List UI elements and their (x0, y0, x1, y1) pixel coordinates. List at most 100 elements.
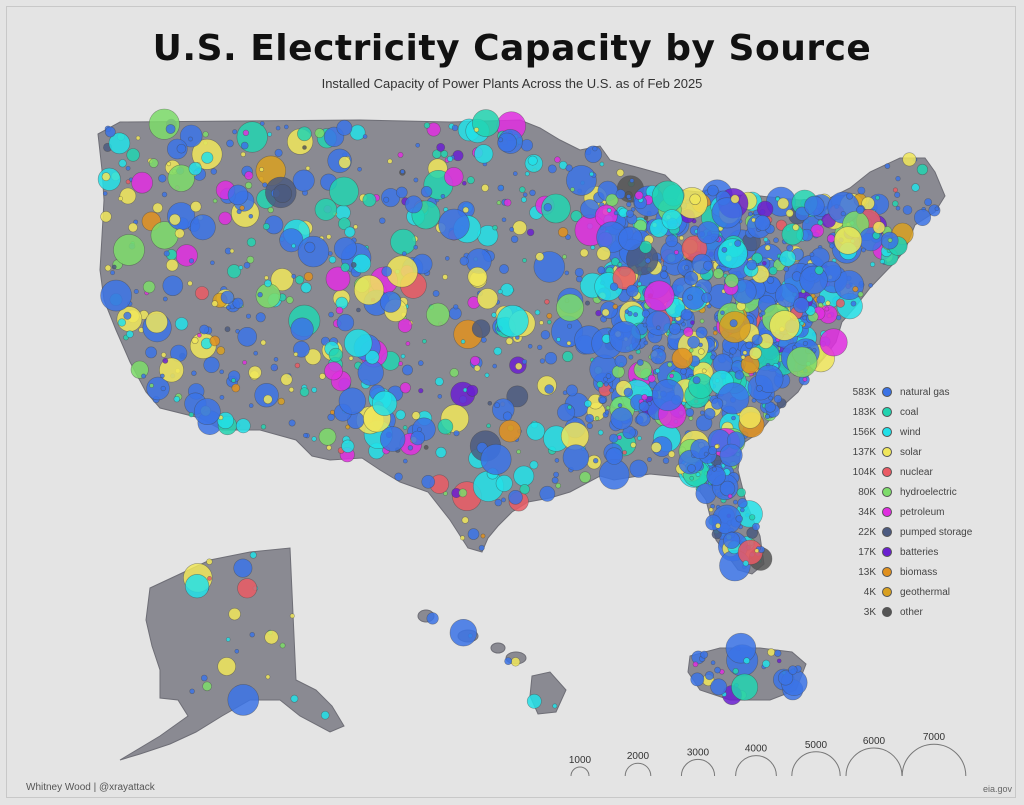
plant-marker (491, 312, 497, 318)
plant-marker (328, 347, 343, 363)
plant-marker (314, 128, 325, 139)
legend-value: 583K (852, 386, 876, 398)
plant-marker (453, 304, 459, 310)
plant-marker (554, 156, 561, 163)
plant-marker (227, 684, 260, 716)
plant-marker (721, 246, 728, 253)
plant-marker (380, 426, 406, 452)
plant-marker (426, 122, 441, 137)
plant-marker (756, 200, 774, 218)
plant-marker (551, 476, 559, 484)
plant-marker (274, 148, 283, 157)
plant-marker (605, 447, 623, 465)
plant-marker (809, 252, 815, 257)
plant-marker (589, 171, 594, 177)
plant-marker (496, 305, 529, 338)
plant-marker (509, 226, 515, 232)
plant-marker (650, 441, 662, 453)
plant-marker (817, 219, 824, 226)
plant-marker (535, 252, 545, 262)
plant-marker (609, 433, 619, 443)
plant-marker (711, 397, 724, 410)
plant-marker (492, 363, 498, 369)
plant-marker (749, 514, 756, 521)
plant-marker (203, 356, 220, 374)
plant-marker (325, 266, 351, 292)
plant-marker (237, 578, 258, 599)
plant-marker (390, 228, 417, 255)
plant-marker (835, 298, 845, 308)
plant-marker (690, 672, 705, 687)
plant-marker (402, 425, 408, 430)
plant-marker (539, 358, 546, 364)
plant-marker (494, 498, 502, 507)
plant-marker (626, 284, 639, 298)
plant-marker (875, 195, 880, 201)
plant-marker (279, 642, 286, 649)
plant-marker (762, 659, 771, 668)
plant-marker (629, 459, 648, 478)
plant-marker (526, 693, 542, 709)
plant-marker (674, 249, 679, 255)
plant-marker (289, 613, 295, 619)
plant-marker (742, 560, 749, 567)
plant-marker (604, 409, 610, 415)
legend-item: 34K petroleum (840, 502, 990, 522)
plant-marker (679, 235, 684, 241)
plant-marker (435, 446, 447, 458)
plant-marker (299, 387, 310, 397)
plant-marker (884, 163, 891, 169)
plant-marker (169, 213, 181, 226)
plant-marker (179, 124, 203, 148)
plant-marker (546, 319, 552, 325)
plant-marker (327, 413, 335, 421)
plant-marker (708, 507, 714, 513)
plant-marker (494, 402, 500, 409)
plant-marker (539, 320, 544, 326)
plant-marker (746, 259, 758, 271)
plant-marker (612, 266, 637, 290)
plant-marker (381, 266, 393, 277)
plant-marker (243, 261, 251, 269)
size-legend-label: 4000 (745, 744, 768, 755)
plant-marker (704, 671, 714, 681)
plant-marker (519, 484, 530, 495)
plant-marker (257, 292, 263, 298)
plant-marker (764, 414, 770, 420)
plant-marker (610, 407, 633, 430)
plant-marker (760, 310, 766, 316)
map-subtitle: Installed Capacity of Power Plants Acros… (321, 76, 703, 91)
plant-marker (480, 533, 486, 539)
plant-marker (229, 248, 235, 254)
plant-marker (117, 318, 126, 327)
plant-marker (437, 418, 454, 435)
size-legend-arc (735, 755, 777, 777)
plant-marker (615, 189, 626, 200)
legend-label: hydroelectric (900, 486, 957, 498)
plant-marker (622, 450, 627, 455)
plant-marker (499, 264, 509, 274)
plant-marker (510, 657, 521, 667)
plant-marker (824, 306, 830, 312)
legend-swatch (882, 507, 892, 517)
plant-marker (818, 302, 824, 308)
plant-marker (804, 195, 825, 217)
plant-marker (811, 347, 817, 353)
plant-marker (727, 493, 733, 499)
plant-marker (710, 660, 716, 666)
plant-marker (148, 108, 180, 140)
plant-marker (404, 195, 423, 214)
plant-marker (645, 310, 671, 336)
plant-marker (249, 631, 255, 638)
plant-marker (166, 259, 179, 272)
legend-label: biomass (900, 566, 938, 578)
plant-marker (522, 192, 528, 197)
plant-marker (556, 337, 561, 342)
plant-marker (638, 401, 650, 412)
plant-marker (544, 384, 555, 394)
plant-marker (329, 409, 335, 415)
plant-marker (556, 293, 584, 322)
plant-marker (444, 167, 464, 187)
plant-marker (270, 363, 278, 372)
plant-marker (187, 280, 193, 287)
